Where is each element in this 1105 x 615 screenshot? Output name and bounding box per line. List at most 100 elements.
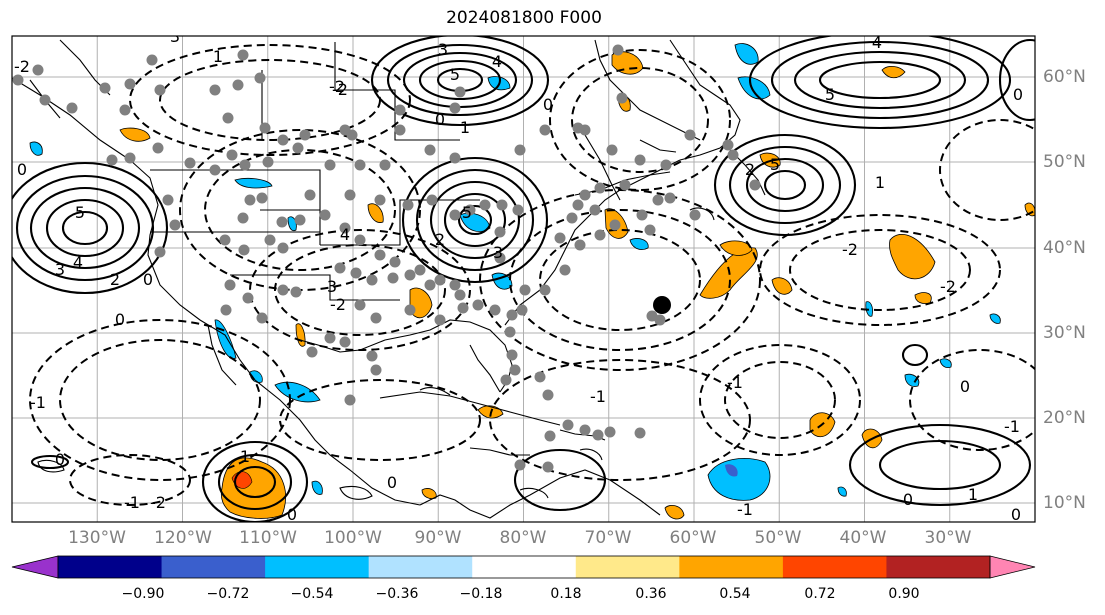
- observation-dot: [184, 157, 196, 169]
- observation-dot: [509, 364, 521, 376]
- observation-dot: [370, 364, 382, 376]
- contour-label: 3: [327, 277, 337, 296]
- observation-dot: [579, 189, 591, 201]
- colorbar-segment: [161, 556, 266, 578]
- observation-dot: [146, 54, 158, 66]
- observation-dot: [389, 256, 401, 268]
- lon-label: 70°W: [584, 528, 632, 548]
- contour-label: -2: [150, 493, 166, 512]
- observation-dot: [504, 326, 516, 338]
- observation-dot: [606, 144, 618, 156]
- observation-dot: [646, 310, 658, 322]
- contour-label: 0: [543, 95, 553, 114]
- lon-label: 40°W: [839, 528, 887, 548]
- contour-label: -1: [590, 387, 606, 406]
- colorbar-border: [57, 555, 991, 579]
- colorbar-segment: [886, 556, 991, 578]
- observation-dot: [304, 189, 316, 201]
- contour-label: -1: [727, 373, 743, 392]
- observation-dot: [566, 212, 578, 224]
- observation-dot: [237, 49, 249, 61]
- observation-dot: [290, 286, 302, 298]
- observation-dot: [124, 78, 136, 90]
- colorbar-over-triangle: [989, 555, 1036, 579]
- observation-dot: [294, 214, 306, 226]
- observation-dot: [256, 192, 268, 204]
- observation-dot: [232, 79, 244, 91]
- observation-dot: [500, 374, 512, 386]
- storm-center-marker: [653, 296, 671, 314]
- observation-dot: [324, 159, 336, 171]
- negative-contours: [29, 44, 1035, 506]
- observation-dot: [354, 234, 366, 246]
- contour-label: 0: [115, 310, 125, 329]
- observation-dot: [259, 122, 271, 134]
- observation-dot: [644, 224, 656, 236]
- contour-label: 5: [450, 65, 460, 84]
- colorbar-tick-label: 0.90: [888, 586, 920, 602]
- colorbar-segment: [368, 556, 473, 578]
- observation-dot: [152, 142, 164, 154]
- observation-dot: [559, 264, 571, 276]
- observation-dot: [402, 199, 414, 211]
- contour-label: 0: [960, 377, 970, 396]
- positive-contours: [12, 36, 1035, 522]
- observation-dot: [506, 349, 518, 361]
- observation-dot: [506, 309, 518, 321]
- contour-label: 0: [1011, 505, 1021, 524]
- contour-label: 0: [17, 160, 27, 179]
- colorbar-tick-label: −0.90: [121, 586, 165, 602]
- contour-labels: 5 4 3 2 0 5 4 3 1 0 0 5 2 3 5 4 5 2 -2 -…: [14, 27, 1023, 524]
- observation-dot: [496, 199, 508, 211]
- contour-label: 1: [460, 118, 470, 137]
- observation-dot: [604, 426, 616, 438]
- observation-dot: [449, 102, 461, 114]
- observation-dot: [519, 284, 531, 296]
- lat-label: 60°N: [1043, 67, 1086, 87]
- observation-dot: [634, 154, 646, 166]
- observation-dot: [39, 94, 51, 106]
- observation-dot: [404, 269, 416, 281]
- observation-dot: [224, 279, 236, 291]
- observation-dot: [594, 182, 606, 194]
- map-title: 2024081800 F000: [446, 8, 602, 28]
- contour-label: 1: [875, 173, 885, 192]
- contour-label: -2: [332, 80, 348, 99]
- observation-dot: [162, 194, 174, 206]
- observation-dot: [424, 279, 436, 291]
- lat-label: 50°N: [1043, 152, 1086, 172]
- observation-dot: [660, 159, 672, 171]
- observation-dot: [664, 192, 676, 204]
- observation-dot: [612, 44, 624, 56]
- contour-label: 0: [903, 490, 913, 509]
- observation-dot: [572, 199, 584, 211]
- observation-dot: [609, 219, 621, 231]
- observation-dot: [299, 129, 311, 141]
- contour-label: -2: [14, 57, 30, 76]
- observation-dot: [99, 82, 111, 94]
- observation-dot: [344, 394, 356, 406]
- contour-label: -2: [330, 295, 346, 314]
- observation-dot: [544, 430, 556, 442]
- observation-dot: [689, 209, 701, 221]
- observation-dot: [106, 154, 118, 166]
- lon-label: 50°W: [754, 528, 802, 548]
- colorbar-tick-label: 0.36: [635, 586, 667, 602]
- colorbar-tick-label: −0.36: [375, 586, 419, 602]
- colorbar-tick-label: −0.18: [459, 586, 503, 602]
- contour-label: 4: [340, 225, 350, 244]
- colorbar: [11, 555, 1036, 579]
- lat-label: 40°N: [1043, 238, 1086, 258]
- colorbar-segment: [782, 556, 887, 578]
- observation-dot: [292, 142, 304, 154]
- contour-label: 3: [170, 27, 180, 46]
- contour-label: 1: [213, 47, 223, 66]
- contour-label: -1: [737, 500, 753, 519]
- observation-dot: [426, 194, 438, 206]
- observation-dot: [350, 267, 362, 279]
- contour-label: 0: [55, 450, 65, 469]
- observation-dot: [722, 139, 734, 151]
- colorbar-segment: [575, 556, 680, 578]
- observation-dot: [514, 144, 526, 156]
